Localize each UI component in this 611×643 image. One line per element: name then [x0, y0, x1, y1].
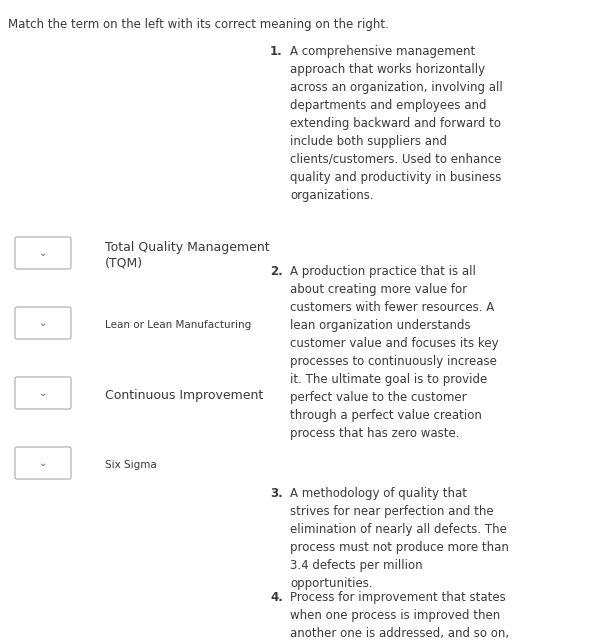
Text: A comprehensive management
approach that works horizontally
across an organizati: A comprehensive management approach that… [290, 45, 503, 202]
Text: Total Quality Management
(TQM): Total Quality Management (TQM) [105, 240, 269, 269]
Text: Six Sigma: Six Sigma [105, 460, 157, 470]
Text: Process for improvement that states
when one process is improved then
another on: Process for improvement that states when… [290, 591, 509, 643]
FancyBboxPatch shape [15, 237, 71, 269]
Text: A methodology of quality that
strives for near perfection and the
elimination of: A methodology of quality that strives fo… [290, 487, 509, 590]
Text: 4.: 4. [270, 591, 283, 604]
Text: A production practice that is all
about creating more value for
customers with f: A production practice that is all about … [290, 265, 499, 440]
FancyBboxPatch shape [15, 447, 71, 479]
Text: Continuous Improvement: Continuous Improvement [105, 388, 263, 401]
Text: 1.: 1. [270, 45, 283, 58]
FancyBboxPatch shape [15, 377, 71, 409]
Text: Lean or Lean Manufacturing: Lean or Lean Manufacturing [105, 320, 251, 330]
Text: ⌄: ⌄ [39, 248, 47, 258]
Text: 2.: 2. [270, 265, 283, 278]
Text: ⌄: ⌄ [39, 318, 47, 328]
FancyBboxPatch shape [15, 307, 71, 339]
Text: ⌄: ⌄ [39, 458, 47, 468]
Text: 3.: 3. [270, 487, 283, 500]
Text: ⌄: ⌄ [39, 388, 47, 398]
Text: Match the term on the left with its correct meaning on the right.: Match the term on the left with its corr… [8, 18, 389, 31]
